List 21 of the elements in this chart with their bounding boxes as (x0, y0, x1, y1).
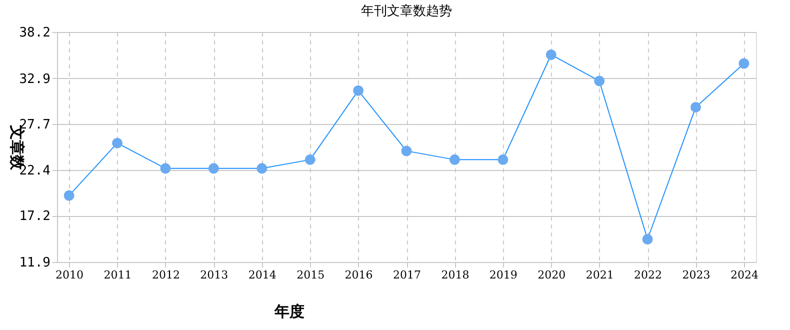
x-tick-label: 2024 (730, 268, 758, 282)
y-tick-label: 11.9 (19, 256, 50, 270)
x-tick-label: 2017 (393, 268, 421, 282)
x-tick-label: 2021 (586, 268, 614, 282)
x-tick-label: 2022 (634, 268, 662, 282)
x-tick-label: 2018 (441, 268, 470, 282)
y-tick-label: 32.9 (19, 72, 50, 87)
x-tick-label: 2016 (344, 268, 373, 282)
x-tick-label: 2019 (489, 268, 518, 282)
y-tick-label: 17.2 (19, 209, 50, 224)
x-axis-title: 年度 (274, 302, 304, 320)
x-tick-label: 2013 (200, 268, 228, 282)
x-tick-label: 2015 (296, 268, 325, 282)
chart-title: 年刊文章数趋势 (361, 4, 452, 19)
x-tick-label: 2011 (104, 268, 132, 282)
x-tick-label: 2014 (248, 268, 276, 282)
y-tick-label: 38.2 (19, 26, 50, 40)
x-tick-label: 2023 (682, 268, 710, 282)
x-tick-label: 2020 (538, 268, 566, 282)
x-tick-label: 2010 (56, 268, 84, 282)
x-tick-label: 2012 (152, 268, 180, 282)
